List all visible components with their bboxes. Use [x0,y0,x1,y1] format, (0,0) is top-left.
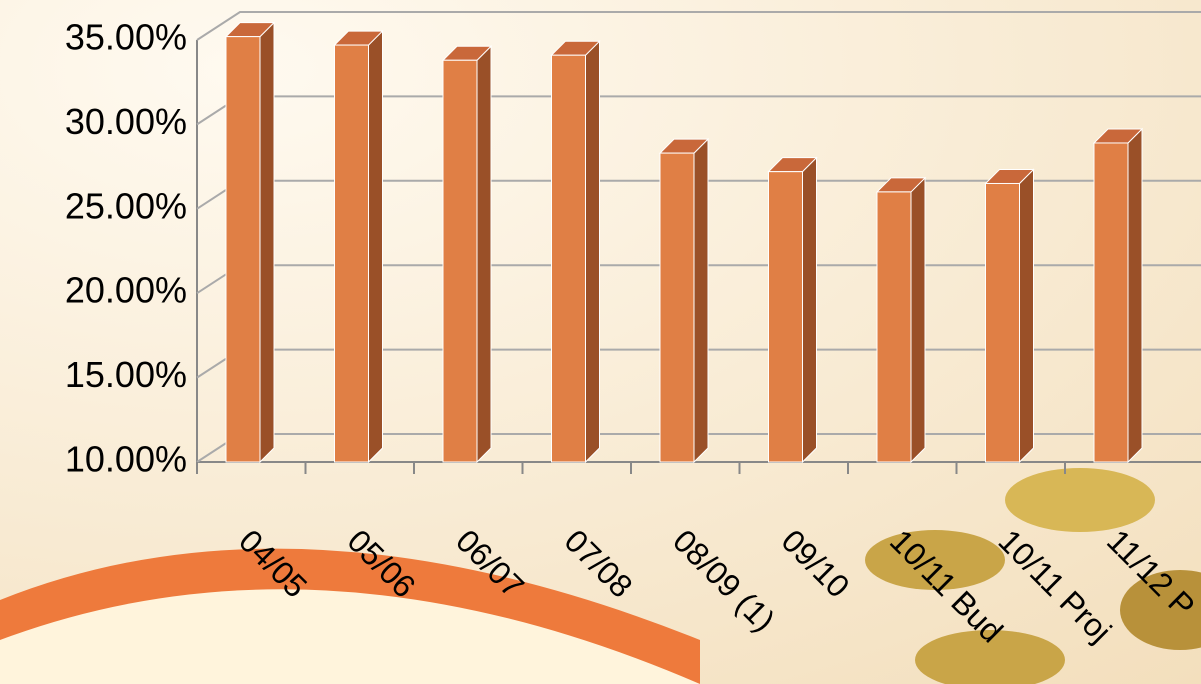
y-tick-label: 25.00% [65,185,187,226]
decor-swoosh [0,589,700,684]
decor-coins [865,468,1201,684]
bar [1093,142,1129,463]
bar [225,36,261,463]
bar [551,54,586,463]
bar [985,182,1020,463]
bar-side [476,45,492,464]
bar [768,171,803,463]
bar [876,191,912,463]
bar-side [1127,127,1143,464]
bar-side [585,39,600,464]
grid-line [196,11,1201,41]
bar [334,44,369,463]
y-tick-label: 10.00% [65,439,187,480]
y-tick-label: 20.00% [65,270,187,311]
bar [442,59,478,463]
y-tick-label: 15.00% [65,354,187,395]
bar-side [802,156,817,464]
y-tick-label: 35.00% [65,17,187,58]
bar-side [368,29,383,464]
bar-side [910,176,926,464]
y-tick-label: 30.00% [65,101,187,142]
bar-side [259,21,275,464]
bar-side [1019,168,1034,464]
bar-side [693,137,709,464]
bar [659,152,695,463]
